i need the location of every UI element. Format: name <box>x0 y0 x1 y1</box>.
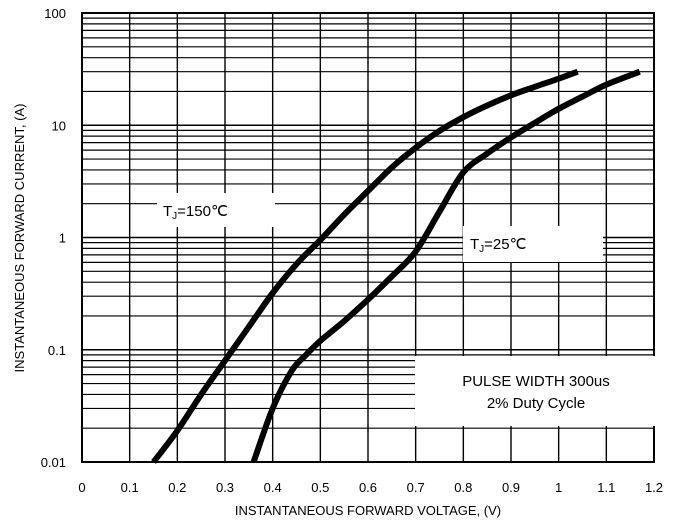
tj25-label-pre: T <box>470 236 479 253</box>
x-tick-label: 1 <box>555 480 562 495</box>
y-tick-labels: 0.01 0.1 1 10 100 <box>41 6 66 470</box>
x-tick-label: 0.6 <box>359 480 377 495</box>
x-tick-label: 0.4 <box>264 480 282 495</box>
tj150-label-post: =150℃ <box>177 203 228 220</box>
x-tick-label: 0.1 <box>121 480 139 495</box>
y-tick-label: 100 <box>44 6 66 21</box>
tj25-curve <box>250 68 641 464</box>
x-tick-labels: 0 0.1 0.2 0.3 0.4 0.5 0.6 0.7 0.8 0.9 1 1.1 1.2 <box>78 480 663 495</box>
plot-frame <box>81 12 655 463</box>
y-tick-label: 1 <box>59 231 66 246</box>
tj150-curve <box>151 68 579 464</box>
tj150-label-sub: J <box>172 211 177 222</box>
y-tick-label: 10 <box>52 118 66 133</box>
pulse-width-note-box <box>415 356 661 426</box>
tj150-label-box <box>157 193 275 227</box>
curves <box>151 68 641 464</box>
pulse-width-line2: 2% Duty Cycle <box>487 395 585 412</box>
x-tick-label: 0.9 <box>502 480 520 495</box>
pulse-width-line1: PULSE WIDTH 300us <box>462 373 610 390</box>
tj25-label-sub: J <box>479 244 484 255</box>
tj25-label-post: =25℃ <box>484 236 526 253</box>
y-axis-title: INSTANTANEOUS FORWARD CURRENT, (A) <box>12 104 27 373</box>
tj25-label-box <box>463 226 603 262</box>
x-tick-label: 1.1 <box>597 480 615 495</box>
y-tick-label: 0.1 <box>48 343 66 358</box>
tj25-label: TJ=25℃ <box>470 236 526 255</box>
x-axis-title: INSTANTANEOUS FORWARD VOLTAGE, (V) <box>235 503 501 518</box>
tj150-label: TJ=150℃ <box>163 203 228 222</box>
x-tick-label: 0.8 <box>454 480 472 495</box>
tj150-label-pre: T <box>163 203 172 220</box>
x-tick-label: 0.2 <box>168 480 186 495</box>
y-tick-label: 0.01 <box>41 455 66 470</box>
x-tick-label: 0 <box>78 480 85 495</box>
x-tick-label: 0.7 <box>407 480 425 495</box>
x-tick-label: 0.5 <box>311 480 329 495</box>
x-tick-label: 1.2 <box>645 480 663 495</box>
x-tick-label: 0.3 <box>216 480 234 495</box>
